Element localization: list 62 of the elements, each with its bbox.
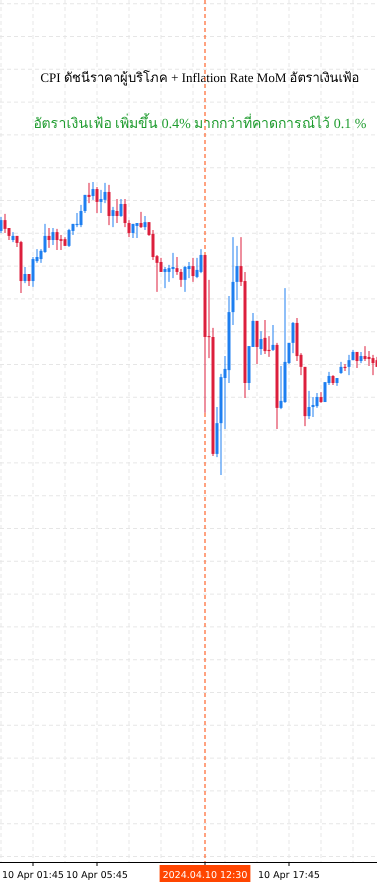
candlestick: [104, 182, 106, 204]
candlestick: [32, 256, 34, 288]
candlestick: [168, 264, 170, 282]
candlestick: [260, 330, 262, 356]
candlestick: [308, 390, 310, 420]
candlestick: [280, 366, 282, 410]
candlestick: [144, 215, 146, 231]
candlestick: [68, 228, 70, 248]
candlestick: [24, 266, 26, 284]
candlestick: [316, 392, 318, 408]
candlestick: [264, 320, 266, 354]
candlestick: [120, 198, 122, 218]
candlestick: [292, 322, 294, 354]
x-tick-label: 10 Apr 01:45: [2, 870, 64, 881]
candlestick: [372, 354, 374, 376]
candlestick: [200, 248, 202, 274]
candlestick: [100, 189, 102, 214]
candlestick: [80, 204, 82, 228]
candlestick: [164, 266, 166, 289]
candlestick: [360, 351, 362, 364]
candlestick: [56, 228, 58, 250]
chart-subtitle: อัตราเงินเฟ้อ เพิ่มขึ้น 0.4% มากกว่าที่คาดการณ์ไว้ 0.1 %: [34, 113, 367, 132]
candlestick: [136, 222, 138, 238]
candlestick: [12, 232, 14, 243]
candlestick: [172, 252, 174, 279]
candlestick: [124, 198, 126, 228]
candlestick: [0, 216, 2, 234]
candlestick: [48, 228, 50, 248]
candlestick: [368, 350, 370, 367]
candlestick: [88, 182, 90, 204]
candlestick: [312, 396, 314, 418]
candlestick: [92, 182, 94, 200]
candlestick: [140, 211, 142, 228]
candlestick: [356, 351, 358, 369]
candlestick: [272, 324, 274, 352]
candlestick: [4, 213, 6, 234]
candlestick: [52, 228, 54, 246]
x-tick-label: 10 Apr 05:45: [66, 870, 128, 881]
candlestick: [192, 257, 194, 282]
candlestick: [96, 186, 98, 214]
candlestick: [340, 361, 342, 374]
candlestick: [332, 374, 334, 386]
candlestick: [364, 346, 366, 362]
candlestick: [112, 206, 114, 228]
candlestick: [28, 274, 30, 287]
candlestick: [84, 194, 86, 214]
x-tick-label: 2024.04.10 12:30: [162, 870, 248, 881]
candlestick: [60, 234, 62, 250]
candlestick: [132, 223, 134, 238]
x-tick-label: 10 Apr 17:45: [258, 870, 320, 881]
candlestick: [196, 257, 198, 279]
chart-title: CPI ดัชนีราคาผู้บริโภค + Inflation Rate MoM อัตราเงินเฟ้อ: [40, 70, 360, 86]
candlestick: [128, 220, 130, 238]
candlestick: [184, 266, 186, 292]
candlestick: [180, 268, 182, 288]
candlestick: [116, 198, 118, 224]
candlestick: [236, 245, 238, 301]
candlestick: [160, 257, 162, 272]
candlestick: [320, 392, 322, 404]
candlestick: [188, 261, 190, 279]
candlestick: [348, 354, 350, 376]
candlestick: [176, 256, 178, 276]
